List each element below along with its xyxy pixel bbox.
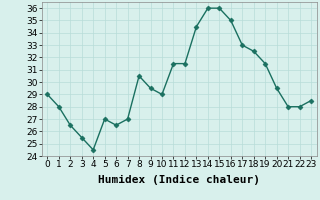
X-axis label: Humidex (Indice chaleur): Humidex (Indice chaleur)	[98, 175, 260, 185]
